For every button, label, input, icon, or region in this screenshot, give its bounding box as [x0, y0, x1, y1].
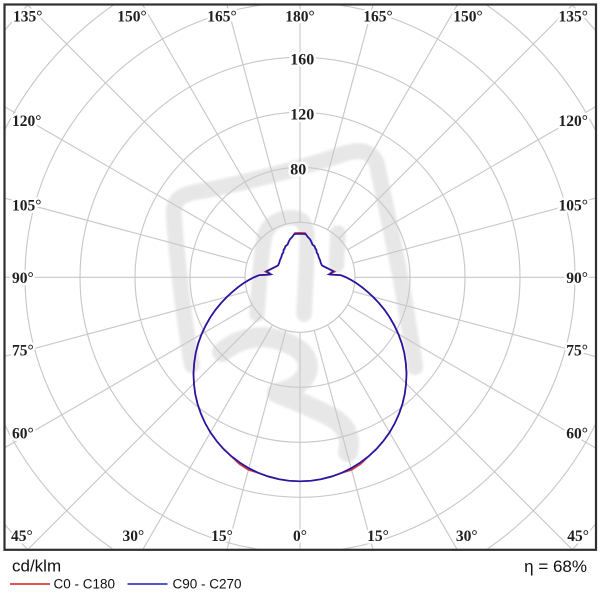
- svg-text:105°: 105°: [559, 198, 588, 215]
- svg-text:60°: 60°: [566, 425, 588, 442]
- svg-text:75°: 75°: [566, 342, 588, 359]
- svg-text:90°: 90°: [12, 270, 34, 287]
- svg-text:30°: 30°: [456, 528, 478, 545]
- svg-text:90°: 90°: [566, 270, 588, 287]
- svg-text:120°: 120°: [559, 113, 588, 130]
- svg-text:165°: 165°: [363, 9, 392, 26]
- svg-text:150°: 150°: [117, 9, 146, 26]
- svg-text:45°: 45°: [11, 528, 33, 545]
- svg-text:75°: 75°: [12, 342, 34, 359]
- svg-text:120: 120: [290, 106, 314, 123]
- svg-text:cd/klm: cd/klm: [12, 557, 61, 576]
- svg-text:105°: 105°: [12, 198, 41, 215]
- svg-text:165°: 165°: [207, 9, 236, 26]
- svg-text:135°: 135°: [559, 9, 588, 26]
- svg-text:180°: 180°: [285, 9, 314, 26]
- svg-text:15°: 15°: [367, 528, 389, 545]
- svg-text:120°: 120°: [12, 113, 41, 130]
- svg-text:60°: 60°: [12, 425, 34, 442]
- svg-text:45°: 45°: [567, 528, 589, 545]
- svg-text:η = 68%: η = 68%: [524, 557, 587, 576]
- svg-text:150°: 150°: [453, 9, 482, 26]
- svg-text:30°: 30°: [122, 528, 144, 545]
- svg-text:C90 - C270: C90 - C270: [173, 577, 242, 592]
- svg-text:C0 - C180: C0 - C180: [54, 577, 116, 592]
- svg-text:0°: 0°: [293, 528, 307, 545]
- svg-text:135°: 135°: [13, 9, 42, 26]
- svg-text:15°: 15°: [211, 528, 233, 545]
- svg-text:160: 160: [290, 51, 314, 68]
- svg-text:80: 80: [290, 161, 306, 178]
